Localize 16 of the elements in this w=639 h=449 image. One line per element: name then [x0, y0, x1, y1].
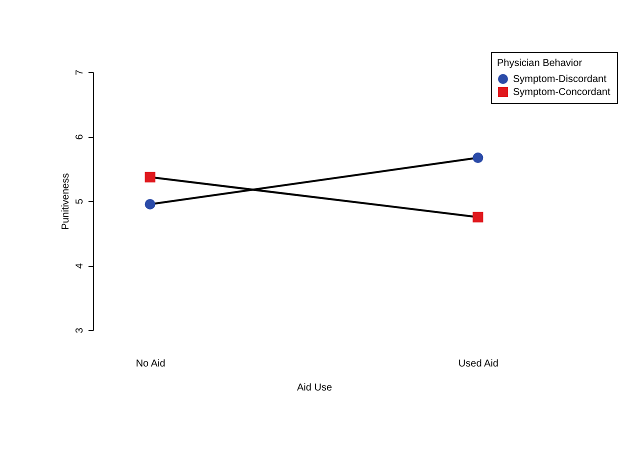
point — [472, 152, 484, 164]
legend-title: Physician Behavior — [497, 58, 583, 69]
y-tick-label: 3 — [74, 327, 86, 334]
y-tick-label: 6 — [74, 134, 86, 140]
legend-label: Symptom-Concordant — [513, 87, 610, 98]
point — [472, 212, 484, 222]
y-tick-label: 4 — [74, 262, 86, 269]
y-axis-title: Punitiveness — [60, 173, 72, 230]
x-tick-label: Used Aid — [458, 358, 498, 370]
x-axis-title: Aid Use — [296, 382, 332, 394]
point — [144, 172, 156, 182]
legend-label: Symptom-Discordant — [513, 74, 607, 85]
point — [144, 198, 156, 210]
x-tick-label: No Aid — [136, 358, 166, 370]
y-tick-label: 7 — [74, 69, 86, 76]
y-tick-label: 5 — [74, 198, 86, 204]
